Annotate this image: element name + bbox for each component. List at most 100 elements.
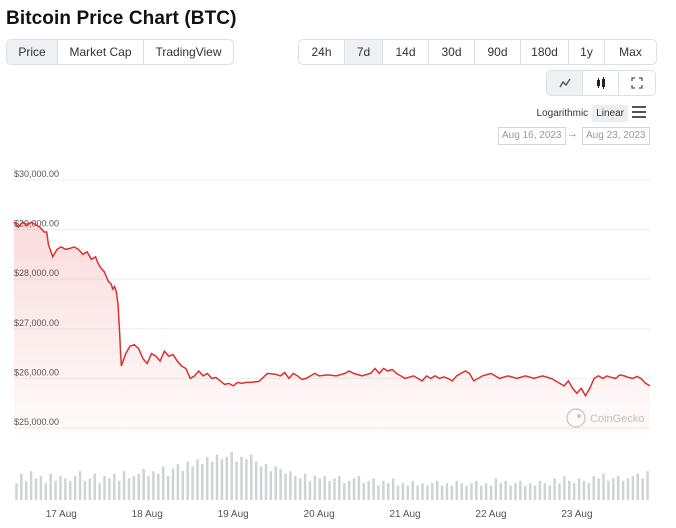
volume-bar <box>387 483 390 500</box>
volume-bar <box>83 480 87 500</box>
volume-bar <box>235 461 238 500</box>
scale-toggle: Logarithmic Linear <box>532 105 628 122</box>
volume-bar <box>519 480 522 500</box>
coingecko-watermark: CoinGecko <box>566 408 644 428</box>
volume-bar <box>646 471 649 500</box>
tab-market-cap[interactable]: Market Cap <box>58 40 144 64</box>
volume-bar <box>333 478 336 500</box>
volume-bar <box>509 485 512 500</box>
volume-bar <box>34 478 38 500</box>
volume-bar <box>514 483 517 500</box>
volume-bar <box>225 456 229 500</box>
volume-bar <box>117 480 121 500</box>
volume-bar <box>612 478 615 500</box>
volume-bar <box>196 459 199 500</box>
volume-bar <box>289 471 292 500</box>
x-tick-label: 20 Aug <box>304 509 335 520</box>
volume-bar <box>470 483 473 500</box>
view-tabs: Price Market Cap TradingView <box>6 39 234 65</box>
range-1y[interactable]: 1y <box>569 40 605 64</box>
volume-bar <box>343 483 346 500</box>
volume-bar <box>563 476 566 500</box>
volume-bar <box>220 459 224 500</box>
range-180d[interactable]: 180d <box>521 40 569 64</box>
volume-bar <box>421 483 424 500</box>
volume-bar <box>64 478 67 500</box>
volume-bar <box>59 476 62 500</box>
range-14d[interactable]: 14d <box>383 40 429 64</box>
volume-bar <box>602 473 605 500</box>
chart-type-tabs <box>546 70 656 96</box>
volume-bar <box>499 483 503 500</box>
range-30d[interactable]: 30d <box>429 40 475 64</box>
volume-bar <box>240 456 243 500</box>
volume-bar <box>147 476 150 500</box>
x-tick-label: 17 Aug <box>46 509 77 520</box>
volume-bar <box>504 480 507 500</box>
volume-bar <box>455 480 458 500</box>
volume-bar <box>20 473 23 500</box>
volume-bar <box>568 480 571 500</box>
volume-bar <box>479 485 483 500</box>
volume-bar <box>524 485 527 500</box>
range-max[interactable]: Max <box>619 45 642 59</box>
volume-bar <box>152 471 155 500</box>
x-tick-label: 19 Aug <box>218 509 249 520</box>
logarithmic-option[interactable]: Logarithmic <box>536 108 589 119</box>
volume-bar <box>161 466 165 500</box>
menu-icon[interactable] <box>632 106 646 118</box>
volume-bar <box>279 468 282 500</box>
volume-bar <box>362 483 366 500</box>
volume-bar <box>230 452 233 500</box>
range-7d[interactable]: 7d <box>345 40 383 64</box>
volume-bar <box>254 461 258 500</box>
volume-bar <box>396 485 400 500</box>
date-to-field[interactable]: Aug 23, 2023 <box>582 127 650 145</box>
volume-bar <box>54 480 57 500</box>
fullscreen-button[interactable] <box>619 71 655 95</box>
volume-bar <box>328 480 331 500</box>
volume-bar <box>308 480 312 500</box>
range-24h[interactable]: 24h <box>299 40 345 64</box>
volume-bar <box>137 473 140 500</box>
volume-bar <box>69 480 72 500</box>
page-title: Bitcoin Price Chart (BTC) <box>6 8 237 29</box>
range-90d[interactable]: 90d <box>475 40 521 64</box>
volume-bar <box>489 485 493 500</box>
volume-bar <box>103 476 106 500</box>
volume-bar <box>318 478 321 500</box>
volume-bar <box>215 454 219 500</box>
volume-bar <box>367 480 370 500</box>
volume-bar <box>264 464 268 500</box>
arrow-icon: → <box>567 128 578 140</box>
volume-bar <box>44 483 48 500</box>
volume-bar <box>166 476 170 500</box>
range-tabs: 24h 7d 14d 30d 90d 180d 1y Max <box>298 39 657 65</box>
watermark-text: CoinGecko <box>590 413 644 425</box>
volume-bar <box>435 480 439 500</box>
volume-bar <box>49 473 52 500</box>
date-from-field[interactable]: Aug 16, 2023 <box>498 127 566 145</box>
volume-bar <box>587 483 591 500</box>
volume-bar <box>323 476 326 500</box>
volume-bar <box>274 466 277 500</box>
volume-bar <box>122 471 126 500</box>
volume-bar <box>411 480 414 500</box>
linear-option[interactable]: Linear <box>592 105 628 122</box>
tab-tradingview[interactable]: TradingView <box>155 45 222 59</box>
line-chart-button[interactable] <box>547 71 583 95</box>
volume-bar <box>582 480 586 500</box>
volume-bar <box>303 473 307 500</box>
candlestick-button[interactable] <box>583 71 619 95</box>
candlestick-icon <box>596 77 605 89</box>
x-tick-label: 18 Aug <box>132 509 163 520</box>
volume-bar <box>592 476 595 500</box>
volume-bar <box>176 464 180 500</box>
line-chart-icon <box>558 78 571 88</box>
tab-price[interactable]: Price <box>7 40 58 64</box>
volume-bar <box>382 480 385 500</box>
volume-bar <box>377 485 380 500</box>
volume-bar <box>553 478 556 500</box>
volume-bar <box>528 483 532 500</box>
